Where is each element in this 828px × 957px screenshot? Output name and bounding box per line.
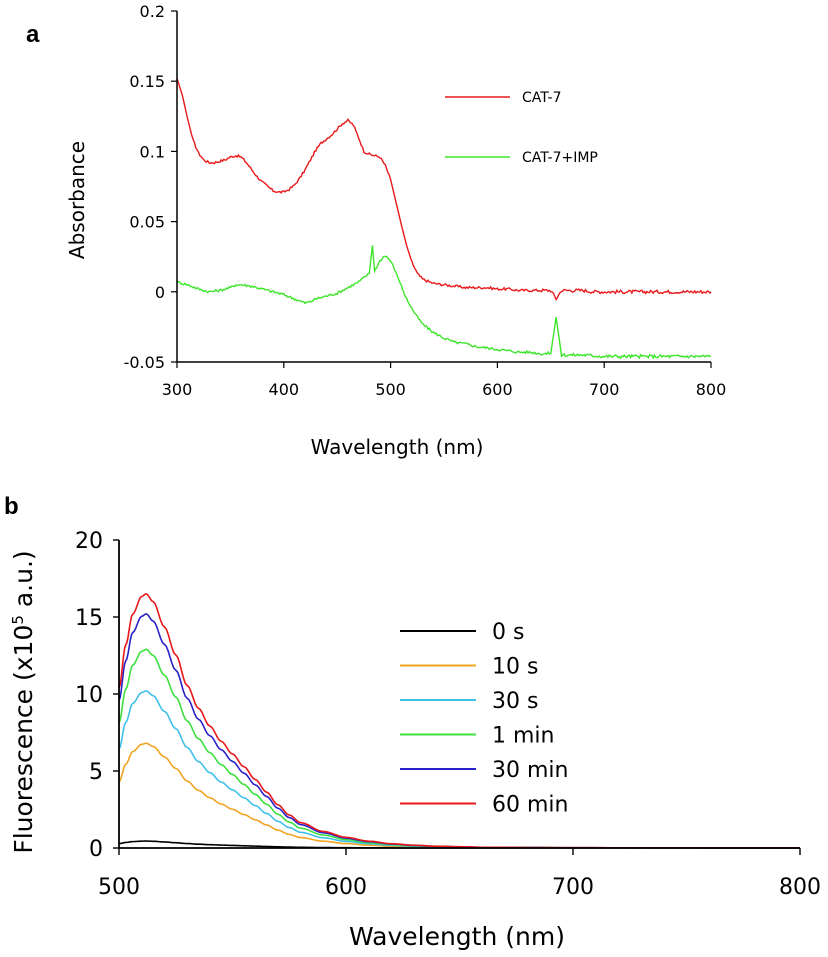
panel-a-x-tick-label: 400 (269, 380, 300, 399)
panel-b-series-line (118, 648, 800, 849)
panel-a-y-tick-label: 0 (155, 283, 165, 302)
panel-a-y-tick-label: 0.1 (140, 142, 165, 161)
panel-a-legend-label: CAT-7 (522, 90, 562, 106)
panel-b-legend-label: 30 min (492, 758, 568, 783)
panel-a-series-line (176, 78, 712, 302)
panel-b-x-axis-title: Wavelength (nm) (349, 922, 565, 951)
panel-a-legend-label: CAT-7+IMP (522, 150, 598, 166)
panel-b-y-axis-title: Fluorescence (x105 a.u.) (9, 550, 38, 853)
panel-b-label: b (4, 493, 19, 520)
panel-b-series-line (118, 742, 800, 849)
panel-a-x-tick-label: 700 (589, 380, 620, 399)
panel-b-y-title-suffix: a.u.) (9, 550, 38, 615)
panel-b-y-tick-label: 5 (89, 760, 103, 785)
panel-a-x-tick-label: 800 (696, 380, 727, 399)
panel-a-x-axis-title: Wavelength (nm) (311, 435, 484, 459)
panel-b-y-tick-label: 20 (75, 529, 103, 554)
panel-b-x-tick-label: 500 (98, 875, 140, 900)
panel-b-legend-label: 60 min (492, 793, 568, 818)
panel-b-y-tick-label: 0 (89, 837, 103, 862)
panel-a-y-tick-label: -0.05 (124, 353, 165, 372)
panel-b-legend-label: 10 s (492, 655, 538, 680)
panel-b-legend-label: 0 s (492, 620, 524, 645)
panel-b-series-line (118, 613, 800, 849)
panel-b-series-line (118, 593, 801, 849)
panel-b-y-title-sup: 5 (9, 615, 27, 625)
panel-b-y-tick-label: 10 (75, 683, 103, 708)
panel-a-y-tick-label: 0.05 (129, 213, 165, 232)
panel-a-x-tick-label: 600 (482, 380, 513, 399)
panel-b-x-tick-label: 800 (779, 875, 821, 900)
panel-a-label: a (26, 21, 40, 48)
panel-a-y-tick-label: 0.15 (129, 72, 165, 91)
panel-b-x-tick-label: 600 (325, 875, 367, 900)
panel-b-legend-label: 1 min (492, 724, 554, 749)
panel-b-legend-label: 30 s (492, 689, 538, 714)
panel-a-series-line (176, 245, 712, 360)
panel-a-absorbance-chart: a -0.05 0 0.05 0.1 0.15 0.2 300 400 500 600 700 80… (26, 2, 726, 459)
panel-b-y-title-prefix: Fluorescence (x10 (9, 625, 38, 854)
panel-a-y-tick-label: 0.2 (140, 2, 165, 21)
panel-a-y-axis-title: Absorbance (65, 141, 89, 259)
panel-a-x-tick-label: 300 (162, 380, 193, 399)
panel-b-x-tick-label: 700 (552, 875, 594, 900)
panel-b-y-tick-label: 15 (75, 606, 103, 631)
panel-a-x-tick-label: 500 (375, 380, 406, 399)
